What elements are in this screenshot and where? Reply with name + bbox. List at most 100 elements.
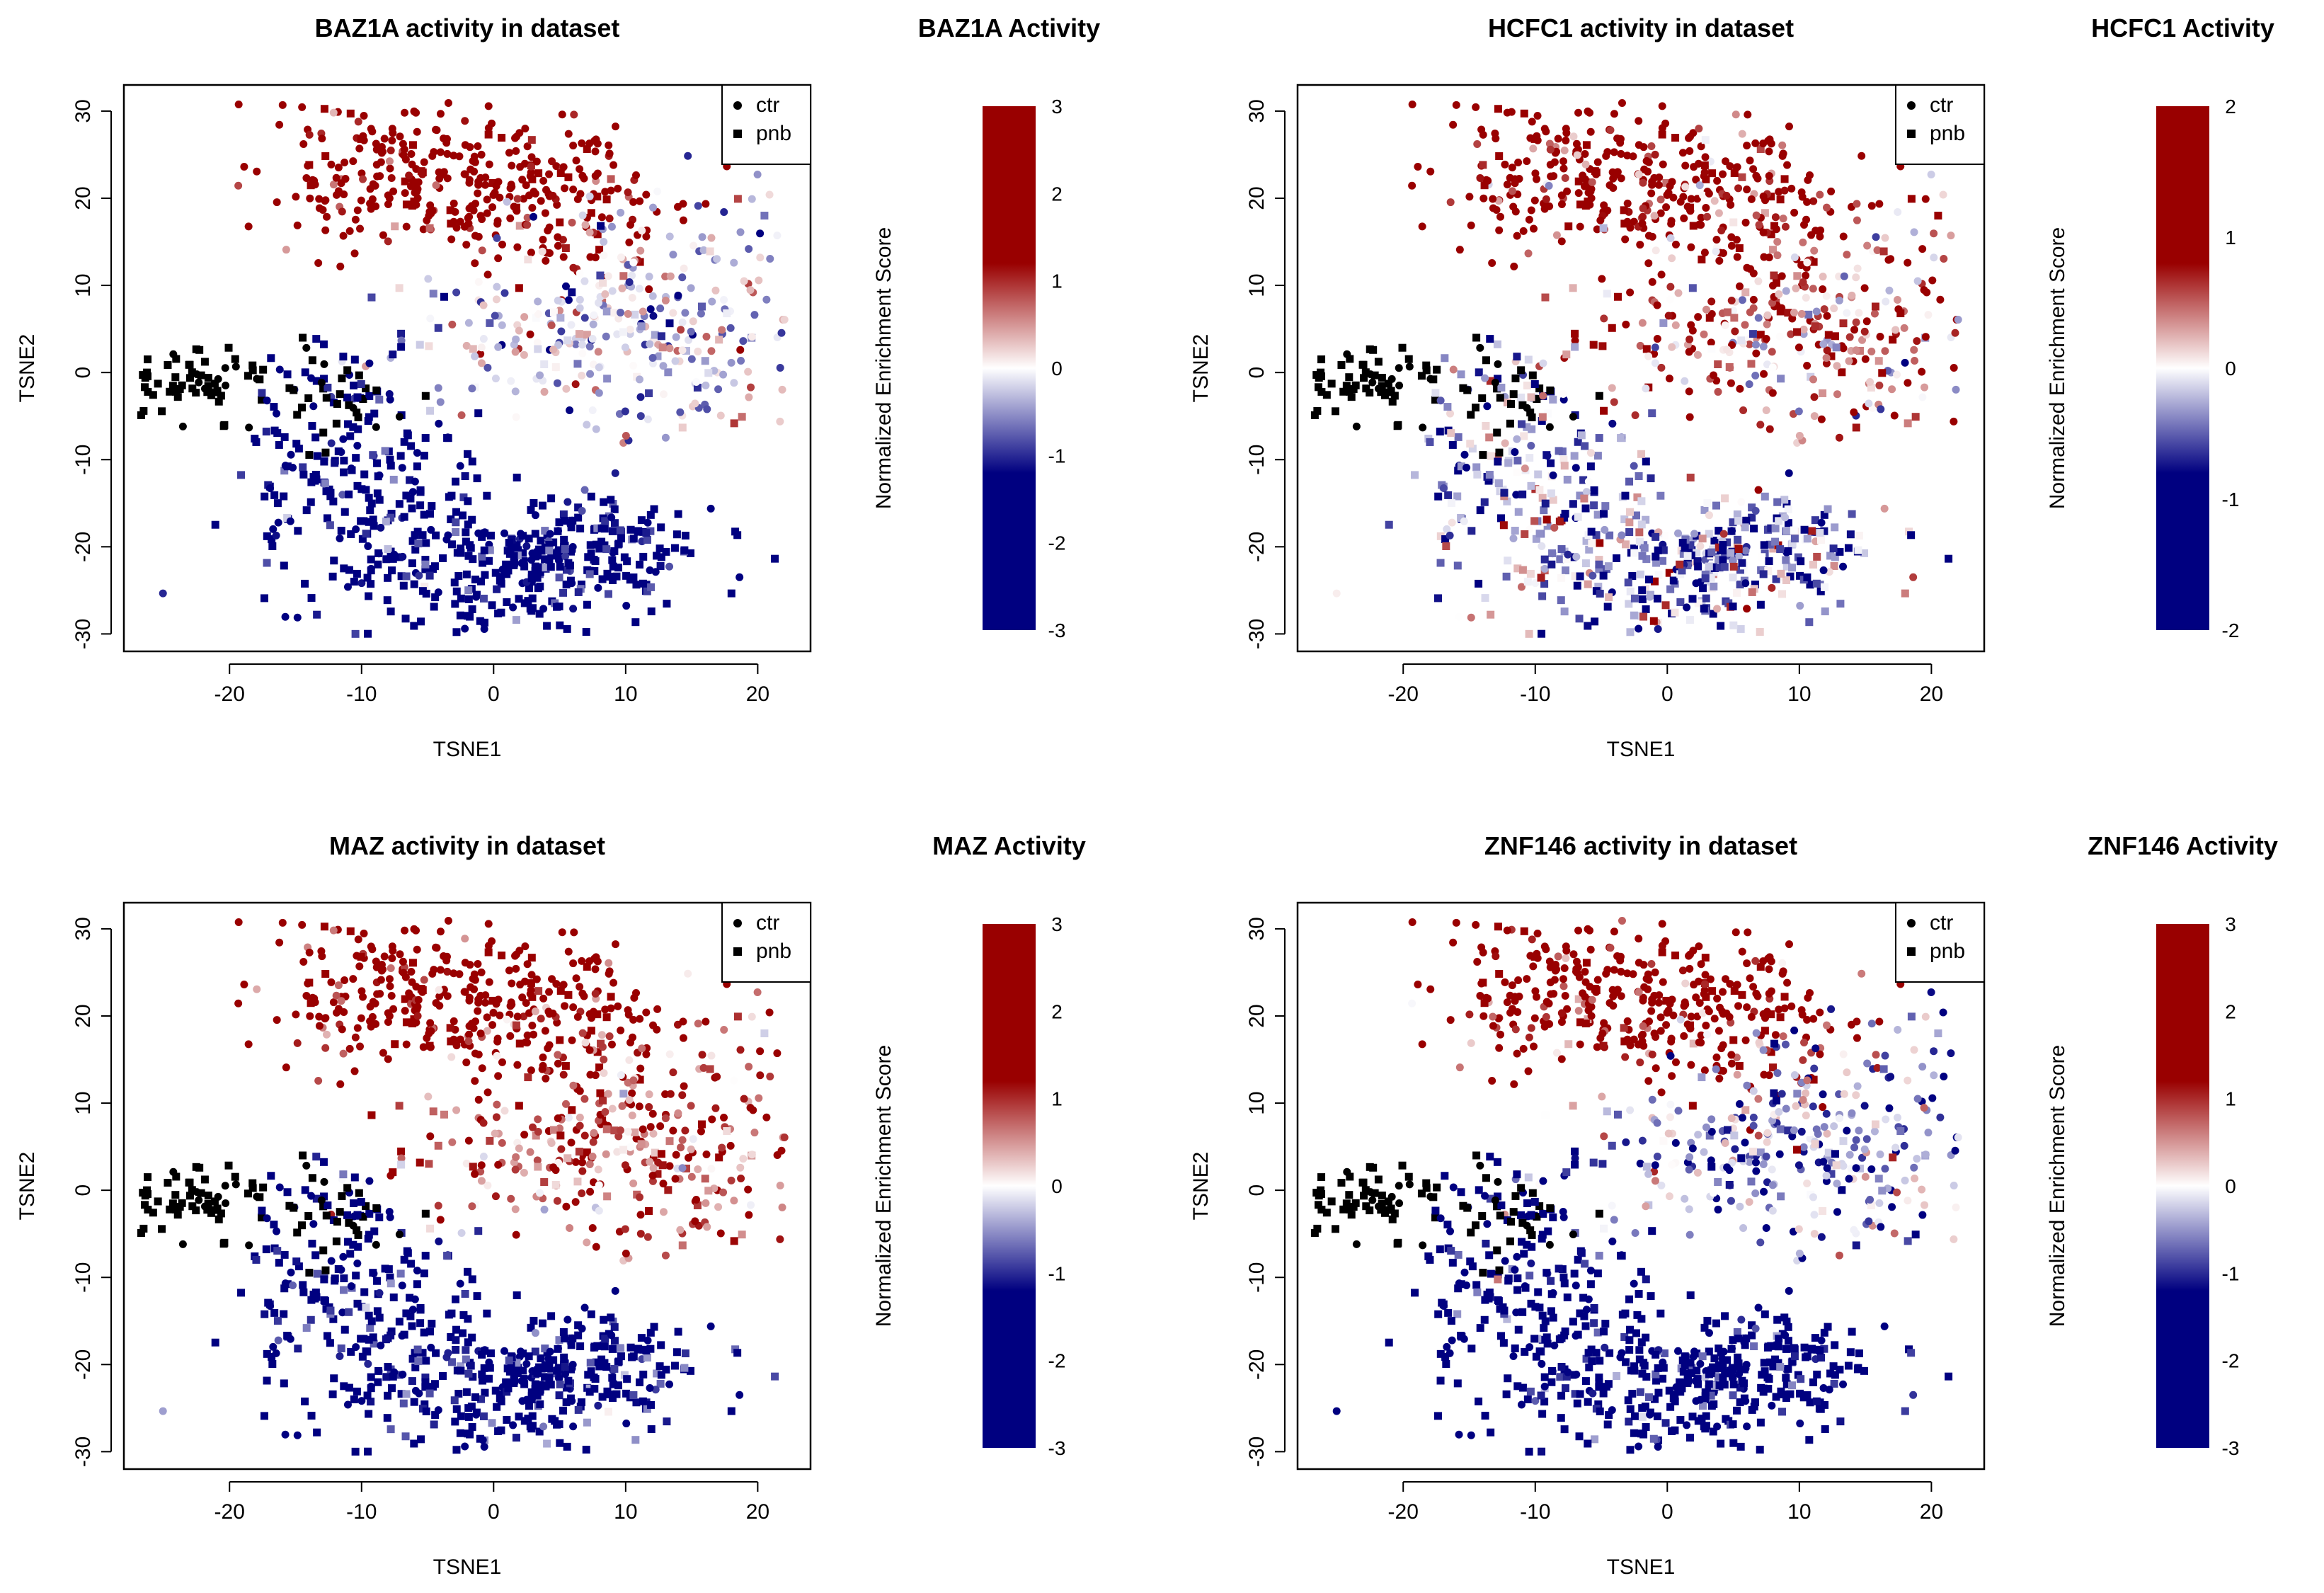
data-point-ctr — [1554, 952, 1562, 961]
data-point-pnb — [374, 1378, 382, 1386]
data-point-ctr — [336, 1080, 345, 1088]
data-point-ctr — [1852, 346, 1860, 355]
colorbar-tick-label: 1 — [2225, 227, 2236, 249]
data-point-pnb — [420, 1328, 428, 1337]
data-point-ctr — [744, 1185, 752, 1194]
data-point-ctr — [1681, 1000, 1690, 1009]
data-point-ctr — [396, 132, 404, 141]
data-point-ctr — [1546, 963, 1555, 971]
data-point-ctr — [286, 517, 294, 525]
y-tick-label: 10 — [1245, 273, 1269, 297]
data-point-ctr — [426, 1019, 435, 1027]
data-point-pnb — [387, 1425, 395, 1434]
data-point-pnb — [345, 1308, 353, 1316]
data-point-ctr — [274, 518, 282, 527]
data-point-pnb — [650, 505, 658, 513]
data-point-ctr — [1719, 530, 1728, 538]
data-point-pnb — [263, 559, 271, 567]
data-point-pnb — [408, 559, 416, 568]
data-point-pnb — [597, 537, 606, 546]
data-point-ctr — [1809, 197, 1818, 205]
colorbar-label: Normalized Enrichment Score — [2046, 227, 2069, 509]
data-point-pnb — [1782, 576, 1790, 585]
data-point-ctr — [455, 152, 464, 161]
data-point-ctr — [678, 1091, 687, 1100]
data-point-pnb — [1625, 477, 1634, 486]
data-point-ctr — [1572, 464, 1580, 472]
data-point-ctr — [367, 1022, 375, 1031]
data-point-ctr — [1787, 330, 1795, 338]
data-point-pnb — [311, 433, 320, 442]
data-point-ctr — [642, 232, 651, 241]
data-point-ctr — [527, 153, 536, 161]
data-point-ctr — [1694, 977, 1702, 986]
data-point-ctr — [625, 278, 634, 287]
data-point-ctr — [1872, 1051, 1880, 1059]
data-point-ctr — [461, 959, 469, 967]
data-point-ctr — [1881, 1165, 1889, 1173]
data-point-pnb — [653, 552, 661, 560]
data-point-ctr — [1644, 167, 1652, 176]
data-point-pnb — [359, 1213, 367, 1221]
data-point-pnb — [326, 489, 335, 497]
data-point-ctr — [379, 965, 387, 974]
data-point-ctr — [395, 1230, 403, 1238]
data-point-pnb — [1447, 499, 1455, 508]
data-point-pnb — [568, 516, 577, 525]
data-point-pnb — [1729, 218, 1738, 227]
data-point-ctr — [1930, 1047, 1938, 1056]
data-point-ctr — [485, 978, 493, 986]
data-point-pnb — [365, 518, 373, 526]
data-point-pnb — [547, 1312, 556, 1320]
data-point-ctr — [572, 974, 580, 983]
data-point-ctr — [544, 1044, 552, 1053]
data-point-ctr — [245, 1241, 253, 1250]
data-point-pnb — [515, 284, 523, 292]
y-tick-label: 10 — [71, 273, 95, 297]
data-point-ctr — [1648, 998, 1656, 1007]
data-point-ctr — [1765, 989, 1773, 998]
data-point-ctr — [1778, 141, 1787, 149]
data-point-pnb — [561, 1061, 570, 1070]
data-point-pnb — [574, 513, 583, 522]
data-point-ctr — [1775, 1107, 1783, 1116]
data-point-pnb — [629, 573, 638, 582]
data-point-ctr — [702, 200, 710, 208]
data-point-ctr — [707, 1165, 716, 1173]
y-tick-label: -20 — [1245, 532, 1269, 562]
y-tick-label: -10 — [71, 445, 95, 475]
data-point-pnb — [1466, 440, 1475, 448]
data-point-ctr — [491, 1129, 499, 1138]
data-point-pnb — [299, 1281, 307, 1289]
data-point-ctr — [669, 1126, 677, 1135]
data-point-pnb — [408, 537, 417, 545]
data-point-pnb — [1494, 375, 1502, 383]
data-point-ctr — [605, 967, 614, 976]
data-point-ctr — [1738, 1114, 1746, 1122]
data-point-pnb — [591, 1375, 600, 1383]
data-point-ctr — [496, 193, 504, 202]
data-point-pnb — [1782, 556, 1790, 564]
data-point-ctr — [444, 531, 452, 539]
data-point-ctr — [522, 542, 531, 550]
data-point-ctr — [1921, 195, 1930, 203]
data-point-pnb — [645, 389, 653, 397]
data-point-ctr — [1666, 1051, 1675, 1060]
data-point-ctr — [1524, 249, 1533, 258]
data-point-pnb — [364, 629, 372, 638]
data-point-pnb — [609, 1318, 617, 1326]
data-point-ctr — [1662, 203, 1671, 212]
data-point-ctr — [1835, 272, 1843, 280]
data-point-pnb — [369, 1333, 377, 1342]
data-point-ctr — [464, 319, 473, 327]
data-point-pnb — [559, 510, 568, 518]
data-point-pnb — [574, 1331, 583, 1340]
data-point-pnb — [365, 493, 373, 502]
data-point-ctr — [385, 975, 394, 983]
data-point-ctr — [546, 530, 554, 538]
data-point-ctr — [1721, 321, 1729, 329]
data-point-ctr — [1685, 964, 1694, 973]
data-point-ctr — [512, 964, 520, 973]
data-point-ctr — [697, 309, 705, 318]
data-point-ctr — [1823, 203, 1831, 212]
